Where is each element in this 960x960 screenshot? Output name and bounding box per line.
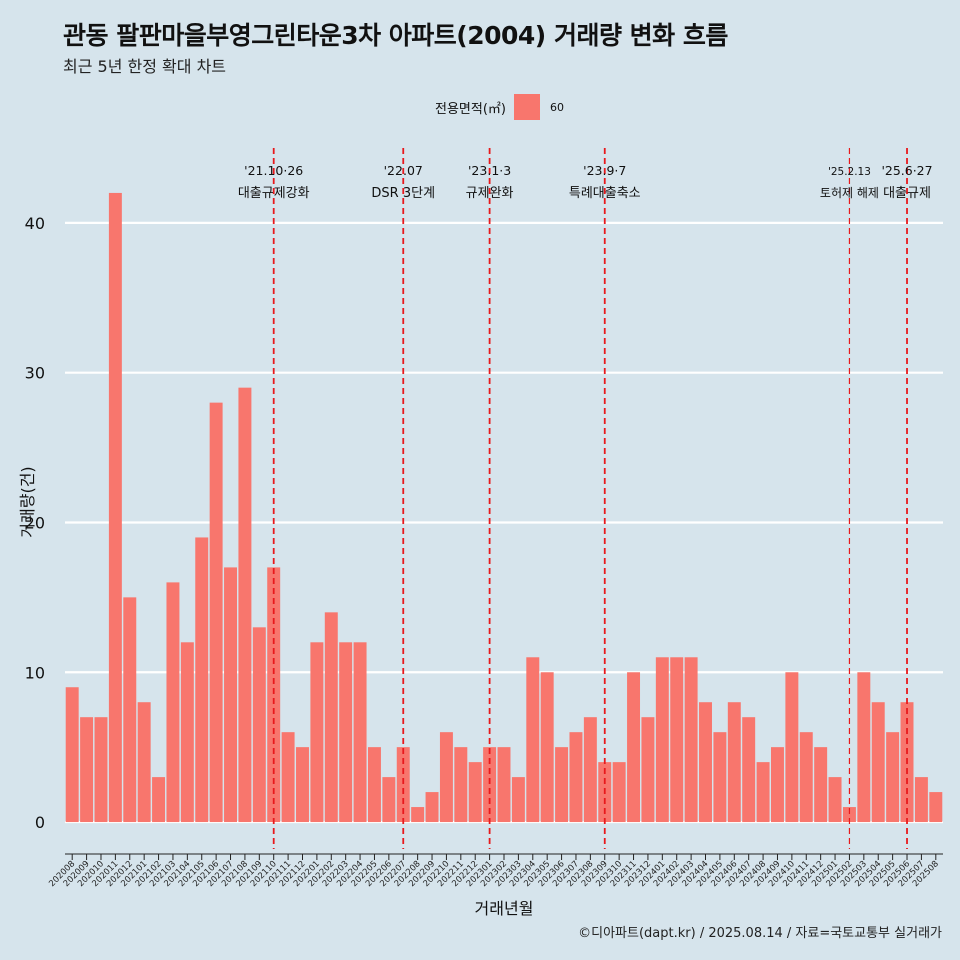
bar: [583, 717, 597, 823]
bar: [396, 747, 410, 823]
legend-item-label: 60: [549, 100, 564, 114]
bar: [382, 777, 396, 823]
legend-swatch: [513, 94, 540, 120]
policy-label: 특례대출축소: [569, 186, 641, 201]
policy-date: '23.9·7: [583, 163, 626, 178]
bar: [80, 717, 94, 823]
bar: [497, 747, 511, 823]
bar: [267, 567, 281, 823]
bar: [756, 762, 770, 823]
bar: [569, 732, 583, 823]
bar: [713, 732, 727, 823]
y-tick-label: 10: [25, 663, 45, 682]
bar: [252, 627, 266, 823]
bar: [195, 537, 209, 823]
legend-title: 전용면적(㎡): [435, 101, 506, 117]
bar: [483, 747, 497, 823]
bar: [814, 747, 828, 823]
bar: [238, 387, 252, 823]
bar: [929, 792, 943, 823]
policy-label: DSR 3단계: [371, 186, 435, 201]
bar: [94, 717, 108, 823]
bar: [152, 777, 166, 823]
bar: [108, 192, 122, 823]
chart-subtitle: 최근 5년 한정 확대 차트: [63, 57, 227, 76]
y-axis-title: 거래량(건): [18, 466, 37, 537]
bar: [310, 642, 324, 823]
policy-label: 토허제 해제: [820, 186, 879, 200]
bar: [555, 747, 569, 823]
bar: [742, 717, 756, 823]
policy-label: 대출규제강화: [238, 186, 310, 201]
bar: [468, 762, 482, 823]
policy-date: '25.2.13: [828, 166, 871, 178]
policy-date: '25.6·27: [881, 163, 932, 178]
policy-label: 규제완화: [466, 186, 514, 201]
policy-date: '23.1·3: [468, 163, 511, 178]
bar: [699, 702, 712, 823]
bar: [411, 807, 425, 823]
bar: [166, 582, 180, 823]
source-caption: ©디아파트(dapt.kr) / 2025.08.14 / 자료=국토교통부 실…: [578, 926, 942, 941]
bar: [612, 762, 626, 823]
bar: [655, 657, 669, 823]
bar: [454, 747, 468, 823]
bar: [425, 792, 439, 823]
bar: [526, 657, 540, 823]
bar: [770, 747, 784, 823]
y-tick-label: 0: [35, 813, 45, 832]
bar: [123, 597, 137, 823]
bar: [799, 732, 813, 823]
bar: [137, 702, 151, 823]
bar: [727, 702, 741, 823]
bar: [353, 642, 367, 823]
bar: [886, 732, 900, 823]
policy-date: '22.07: [384, 163, 423, 178]
x-axis-title: 거래년월: [475, 899, 534, 918]
bar: [65, 687, 79, 823]
y-tick-label: 30: [25, 364, 45, 383]
bar: [670, 657, 684, 823]
bar: [828, 777, 842, 823]
bar: [324, 612, 338, 823]
bar: [180, 642, 194, 823]
bar: [871, 702, 885, 823]
bar: [540, 672, 554, 823]
bar: [367, 747, 381, 823]
bar: [439, 732, 453, 823]
chart-title: 관동 팔판마을부영그린타운3차 아파트(2004) 거래량 변화 흐름: [63, 21, 728, 50]
policy-date: '21.10·26: [244, 163, 303, 178]
bar: [281, 732, 295, 823]
y-tick-label: 40: [25, 214, 45, 233]
bar: [339, 642, 353, 823]
bar: [785, 672, 799, 823]
bar: [224, 567, 238, 823]
bar: [627, 672, 641, 823]
y-tick-label: 20: [25, 513, 45, 532]
bar: [857, 672, 871, 823]
bar: [641, 717, 655, 823]
legend: 전용면적(㎡) 60: [435, 94, 564, 120]
bar: [209, 402, 223, 823]
bar: [684, 657, 698, 823]
policy-label: 대출규제: [883, 186, 931, 201]
bar: [511, 777, 525, 823]
bar: [842, 807, 856, 823]
bar: [296, 747, 309, 823]
bar: [914, 777, 928, 823]
